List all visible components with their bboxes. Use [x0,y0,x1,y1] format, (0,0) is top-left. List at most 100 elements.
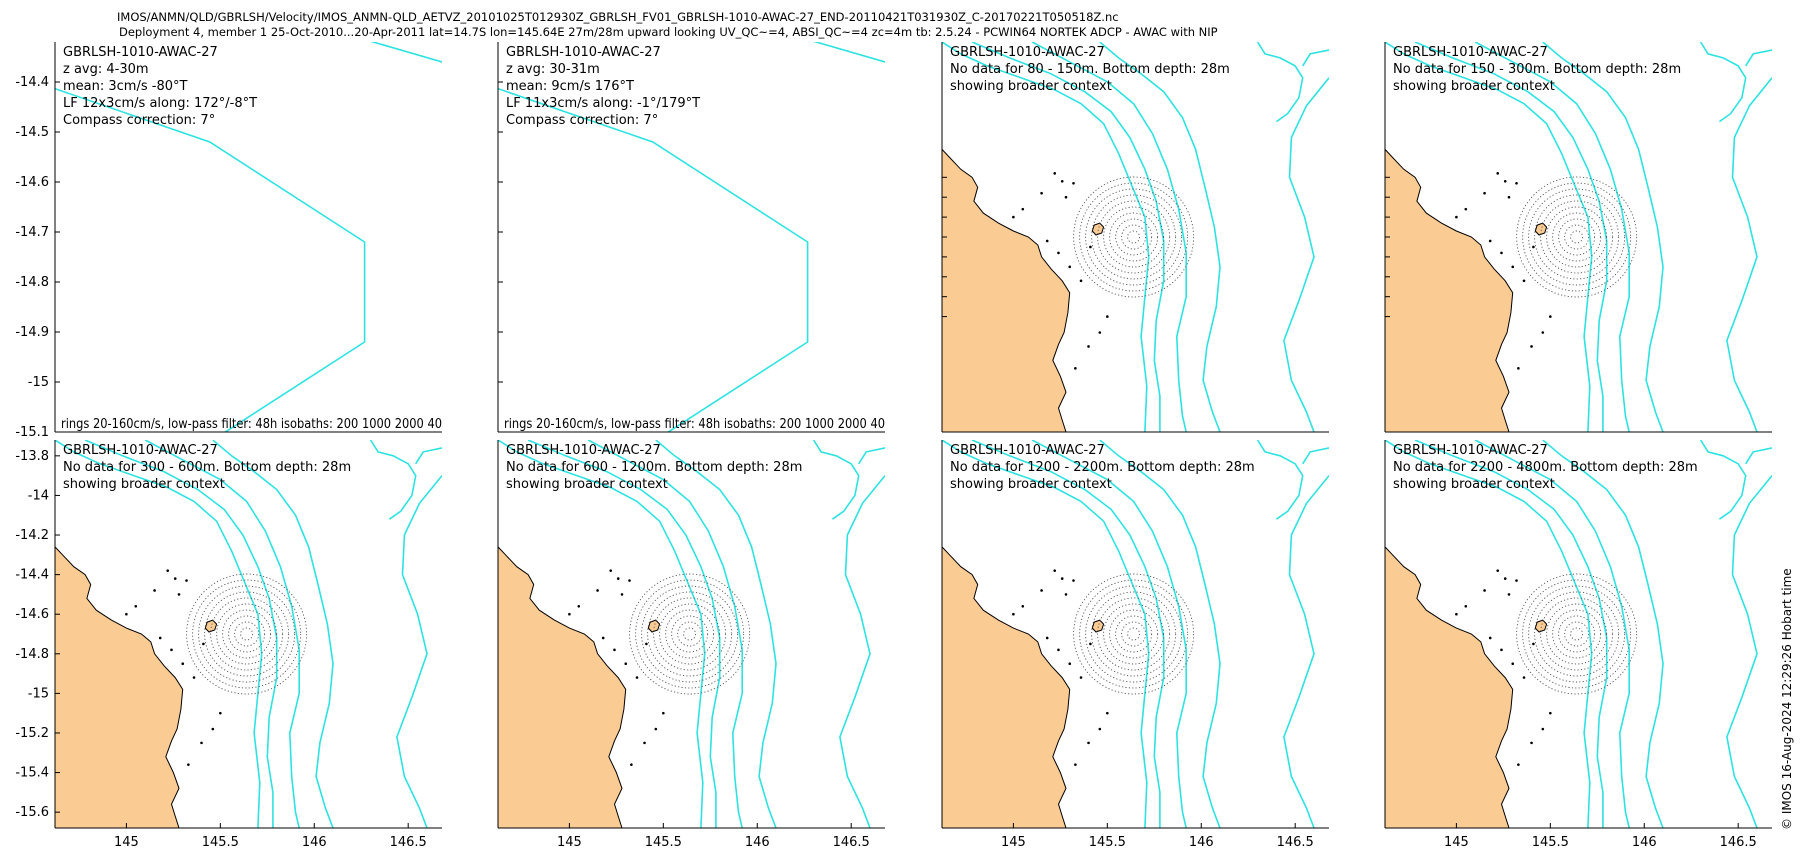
speed-ring [1073,573,1195,695]
velocity-point [177,234,180,237]
velocity-point [162,254,165,257]
velocity-point [191,201,194,204]
velocity-point [187,232,190,235]
velocity-point [183,235,186,238]
velocity-point [184,246,187,249]
velocity-point [178,233,181,236]
velocity-point [187,216,190,219]
reef-islet [1068,662,1072,665]
velocity-point [191,258,194,261]
velocity-point [177,228,180,231]
velocity-point [167,251,170,254]
velocity-point [175,255,178,258]
velocity-point [204,251,207,254]
reef-islet [1057,648,1060,652]
velocity-point [194,224,197,227]
velocity-point [189,235,192,238]
lizard-island [1091,222,1105,236]
velocity-point [192,281,195,284]
velocity-point [192,247,195,250]
velocity-point [193,233,196,236]
velocity-point [180,238,183,241]
velocity-point [170,254,173,257]
velocity-point [184,279,187,282]
velocity-point [181,249,184,252]
velocity-point [176,233,179,236]
low-pass-point [191,240,195,244]
velocity-point [193,270,196,273]
velocity-point [208,211,211,214]
velocity-point [197,246,200,249]
speed-ring [1115,218,1153,256]
y-tick-label: -15.2 [15,726,49,741]
reef-islet [1064,195,1068,199]
velocity-point [195,245,198,248]
velocity-point [189,191,192,194]
velocity-point [211,225,214,228]
figure-title-deployment: Deployment 4, member 1 25-Oct-2010...20-… [119,25,1218,39]
velocity-point [187,240,190,243]
velocity-point [197,240,200,243]
velocity-point [188,207,191,210]
velocity-point [187,235,190,238]
velocity-point [182,233,185,236]
velocity-point [190,263,193,266]
velocity-point [193,247,196,250]
velocity-point [188,217,191,220]
velocity-point [186,247,189,250]
station-label: GBRLSH-1010-AWAC-27 [1393,443,1548,458]
velocity-point [182,226,185,229]
velocity-point [193,223,196,226]
velocity-point [193,224,196,227]
low-pass-point [185,240,189,244]
velocity-point [185,247,188,250]
velocity-point [184,268,187,271]
speed-ring [210,597,284,671]
velocity-point [154,245,157,248]
velocity-point [184,206,187,209]
reef-islet [662,711,665,715]
reef-islet [1530,741,1533,745]
velocity-point [196,231,199,234]
velocity-point [168,264,171,267]
velocity-point [200,229,203,232]
low-pass-point [192,234,196,238]
velocity-point [189,246,192,249]
reef-islet [1488,636,1492,640]
velocity-point [189,259,192,262]
coastline [498,546,627,828]
velocity-point [163,231,166,234]
velocity-point [186,224,189,227]
velocity-point [184,252,187,255]
x-tick-label: 146.5 [1277,835,1314,850]
velocity-point [183,221,186,224]
velocity-point [201,235,204,238]
velocity-point [190,250,193,253]
velocity-point [207,226,210,229]
velocity-point [180,258,183,261]
velocity-point [175,229,178,232]
velocity-point [195,216,198,219]
velocity-point [188,255,191,258]
velocity-point [163,269,166,272]
velocity-point [184,244,187,247]
velocity-point [190,268,193,271]
velocity-point [189,255,192,258]
velocity-point [186,218,189,221]
velocity-point [187,266,190,269]
velocity-point [191,238,194,241]
velocity-point [181,238,184,241]
speed-ring [1073,176,1195,298]
velocity-point [197,233,200,236]
isobath-line [1699,440,1747,520]
velocity-point [215,239,218,242]
velocity-point [183,227,186,230]
velocity-point [177,253,180,256]
velocity-point [176,228,179,231]
reef-islet [1068,265,1072,269]
velocity-point [190,280,193,283]
velocity-point [182,255,185,258]
velocity-point [182,221,185,224]
velocity-point [195,253,198,256]
velocity-point [184,253,187,256]
